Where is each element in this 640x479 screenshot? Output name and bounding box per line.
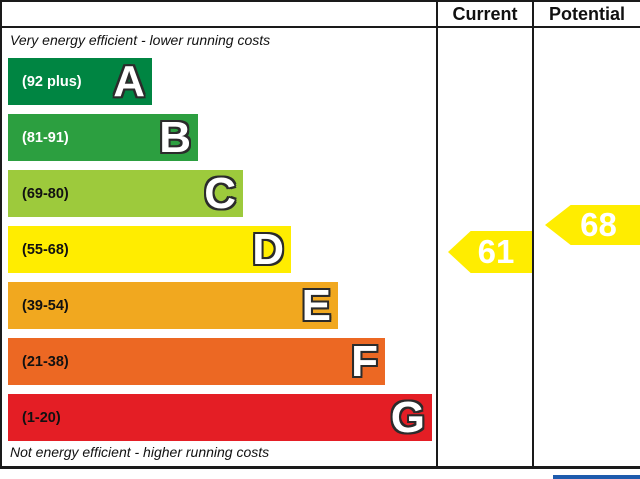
band-row-d: (55-68) D xyxy=(8,226,291,273)
border-bottom xyxy=(0,466,640,469)
current-column-divider xyxy=(436,0,438,469)
band-letter: E xyxy=(301,281,331,330)
band-range-label: (1-20) xyxy=(22,409,61,426)
current-rating-arrow: 61 xyxy=(448,231,532,273)
band-row-f: (21-38) F xyxy=(8,338,385,385)
potential-rating-value: 68 xyxy=(580,206,617,243)
band-range-label: (39-54) xyxy=(22,297,69,314)
header-underline xyxy=(0,26,640,28)
band-letter: G xyxy=(390,393,425,442)
band-row-a: (92 plus) A xyxy=(8,58,152,105)
band-row-e: (39-54) E xyxy=(8,282,338,329)
eu-directive-box-edge xyxy=(553,475,640,479)
band-range-label: (69-80) xyxy=(22,185,69,202)
band-letter: A xyxy=(113,57,145,106)
band-range-label: (55-68) xyxy=(22,241,69,258)
current-column-header: Current xyxy=(452,4,518,24)
band-row-b: (81-91) B xyxy=(8,114,198,161)
current-rating-value: 61 xyxy=(477,233,515,270)
band-row-c: (69-80) C xyxy=(8,170,243,217)
band-letter: F xyxy=(351,337,378,386)
potential-rating-arrow: 68 xyxy=(545,205,640,245)
band-letter: C xyxy=(204,169,236,218)
band-range-label: (92 plus) xyxy=(22,73,82,90)
border-left xyxy=(0,0,2,469)
caption-not-efficient: Not energy efficient - higher running co… xyxy=(10,444,270,460)
border-top xyxy=(0,0,640,2)
potential-column-header: Potential xyxy=(548,4,625,24)
band-letter: B xyxy=(159,113,191,162)
caption-very-efficient: Very energy efficient - lower running co… xyxy=(10,32,271,48)
band-row-g: (1-20) G xyxy=(8,394,432,441)
band-range-label: (81-91) xyxy=(22,129,69,146)
band-letter: D xyxy=(252,225,284,274)
potential-column-divider xyxy=(532,0,534,469)
band-range-label: (21-38) xyxy=(22,353,69,370)
